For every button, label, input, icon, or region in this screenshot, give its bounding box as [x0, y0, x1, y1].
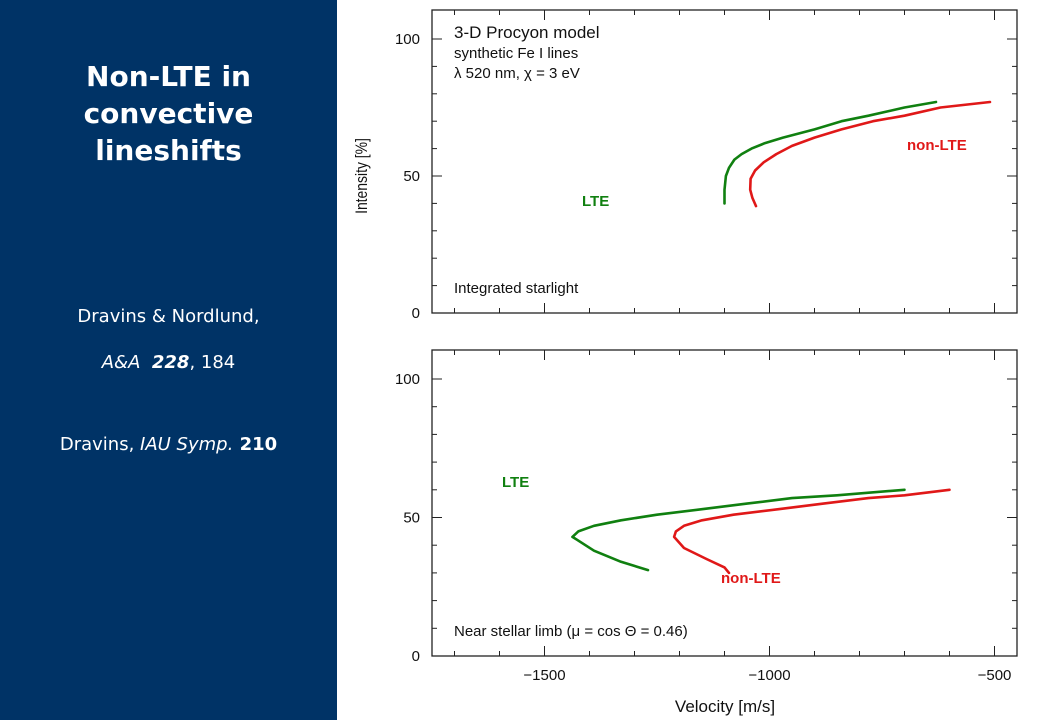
journal-name: A&A	[101, 352, 141, 373]
sidebar-panel: Non-LTE in convective lineshifts Dravins…	[0, 0, 337, 720]
series-label-non-lte: non-LTE	[907, 137, 967, 154]
non-lte-series-line	[748, 100, 992, 208]
slide-title: Non-LTE in convective lineshifts	[0, 58, 337, 169]
x-axis-label: Velocity [m/s]	[675, 697, 775, 716]
lte-series-line	[571, 488, 906, 572]
y-tick-label: 100	[395, 371, 420, 388]
chart-subtitle-line: λ 520 nm, χ = 3 eV	[454, 65, 580, 82]
citation-authors: Dravins & Nordlund,	[77, 306, 260, 327]
journal-pages: , 184	[189, 352, 236, 373]
symposium-author: Dravins,	[59, 434, 141, 455]
symposium-series: IAU Symp.	[140, 434, 234, 455]
plot-frame	[431, 349, 1018, 657]
chart-annotation: Near stellar limb (μ = cos Θ = 0.46)	[454, 623, 688, 640]
series-label-non-lte: non-LTE	[721, 570, 781, 587]
title-line: Non-LTE in	[86, 60, 251, 93]
line-charts-svg: 0 50 100 Integrated starlight 0 50 100 −1500 −10…	[353, 9, 1018, 716]
citation-symposium: Dravins, IAU Symp. 210	[0, 434, 337, 455]
journal-volume: 228	[151, 352, 190, 373]
series-label-lte: LTE	[582, 193, 609, 210]
series-label-lte: LTE	[502, 474, 529, 491]
x-tick-label: −1000	[748, 667, 790, 684]
figure-area: 0 50 100 Integrated starlight 0 50 100 −1500 −10…	[337, 0, 1040, 720]
citation-journal: A&A 228, 184	[0, 352, 337, 373]
y-tick-label: 0	[412, 648, 420, 665]
y-tick-label: 50	[403, 510, 420, 527]
y-tick-label: 0	[412, 305, 420, 322]
y-tick-label: 50	[403, 168, 420, 185]
non-lte-series-line	[672, 488, 951, 575]
x-tick-label: −500	[978, 667, 1012, 684]
title-line: lineshifts	[95, 134, 242, 167]
chart-annotation: Integrated starlight	[454, 280, 579, 297]
y-axis-label: Intensity [%]	[353, 138, 372, 214]
title-line: convective	[83, 97, 254, 130]
chart-subtitle-line: synthetic Fe I lines	[454, 45, 578, 62]
y-tick-label: 100	[395, 31, 420, 48]
chart-title: 3-D Procyon model	[454, 23, 600, 42]
symposium-number: 210	[233, 434, 278, 455]
x-tick-label: −1500	[523, 667, 565, 684]
lte-series-line	[723, 100, 938, 205]
